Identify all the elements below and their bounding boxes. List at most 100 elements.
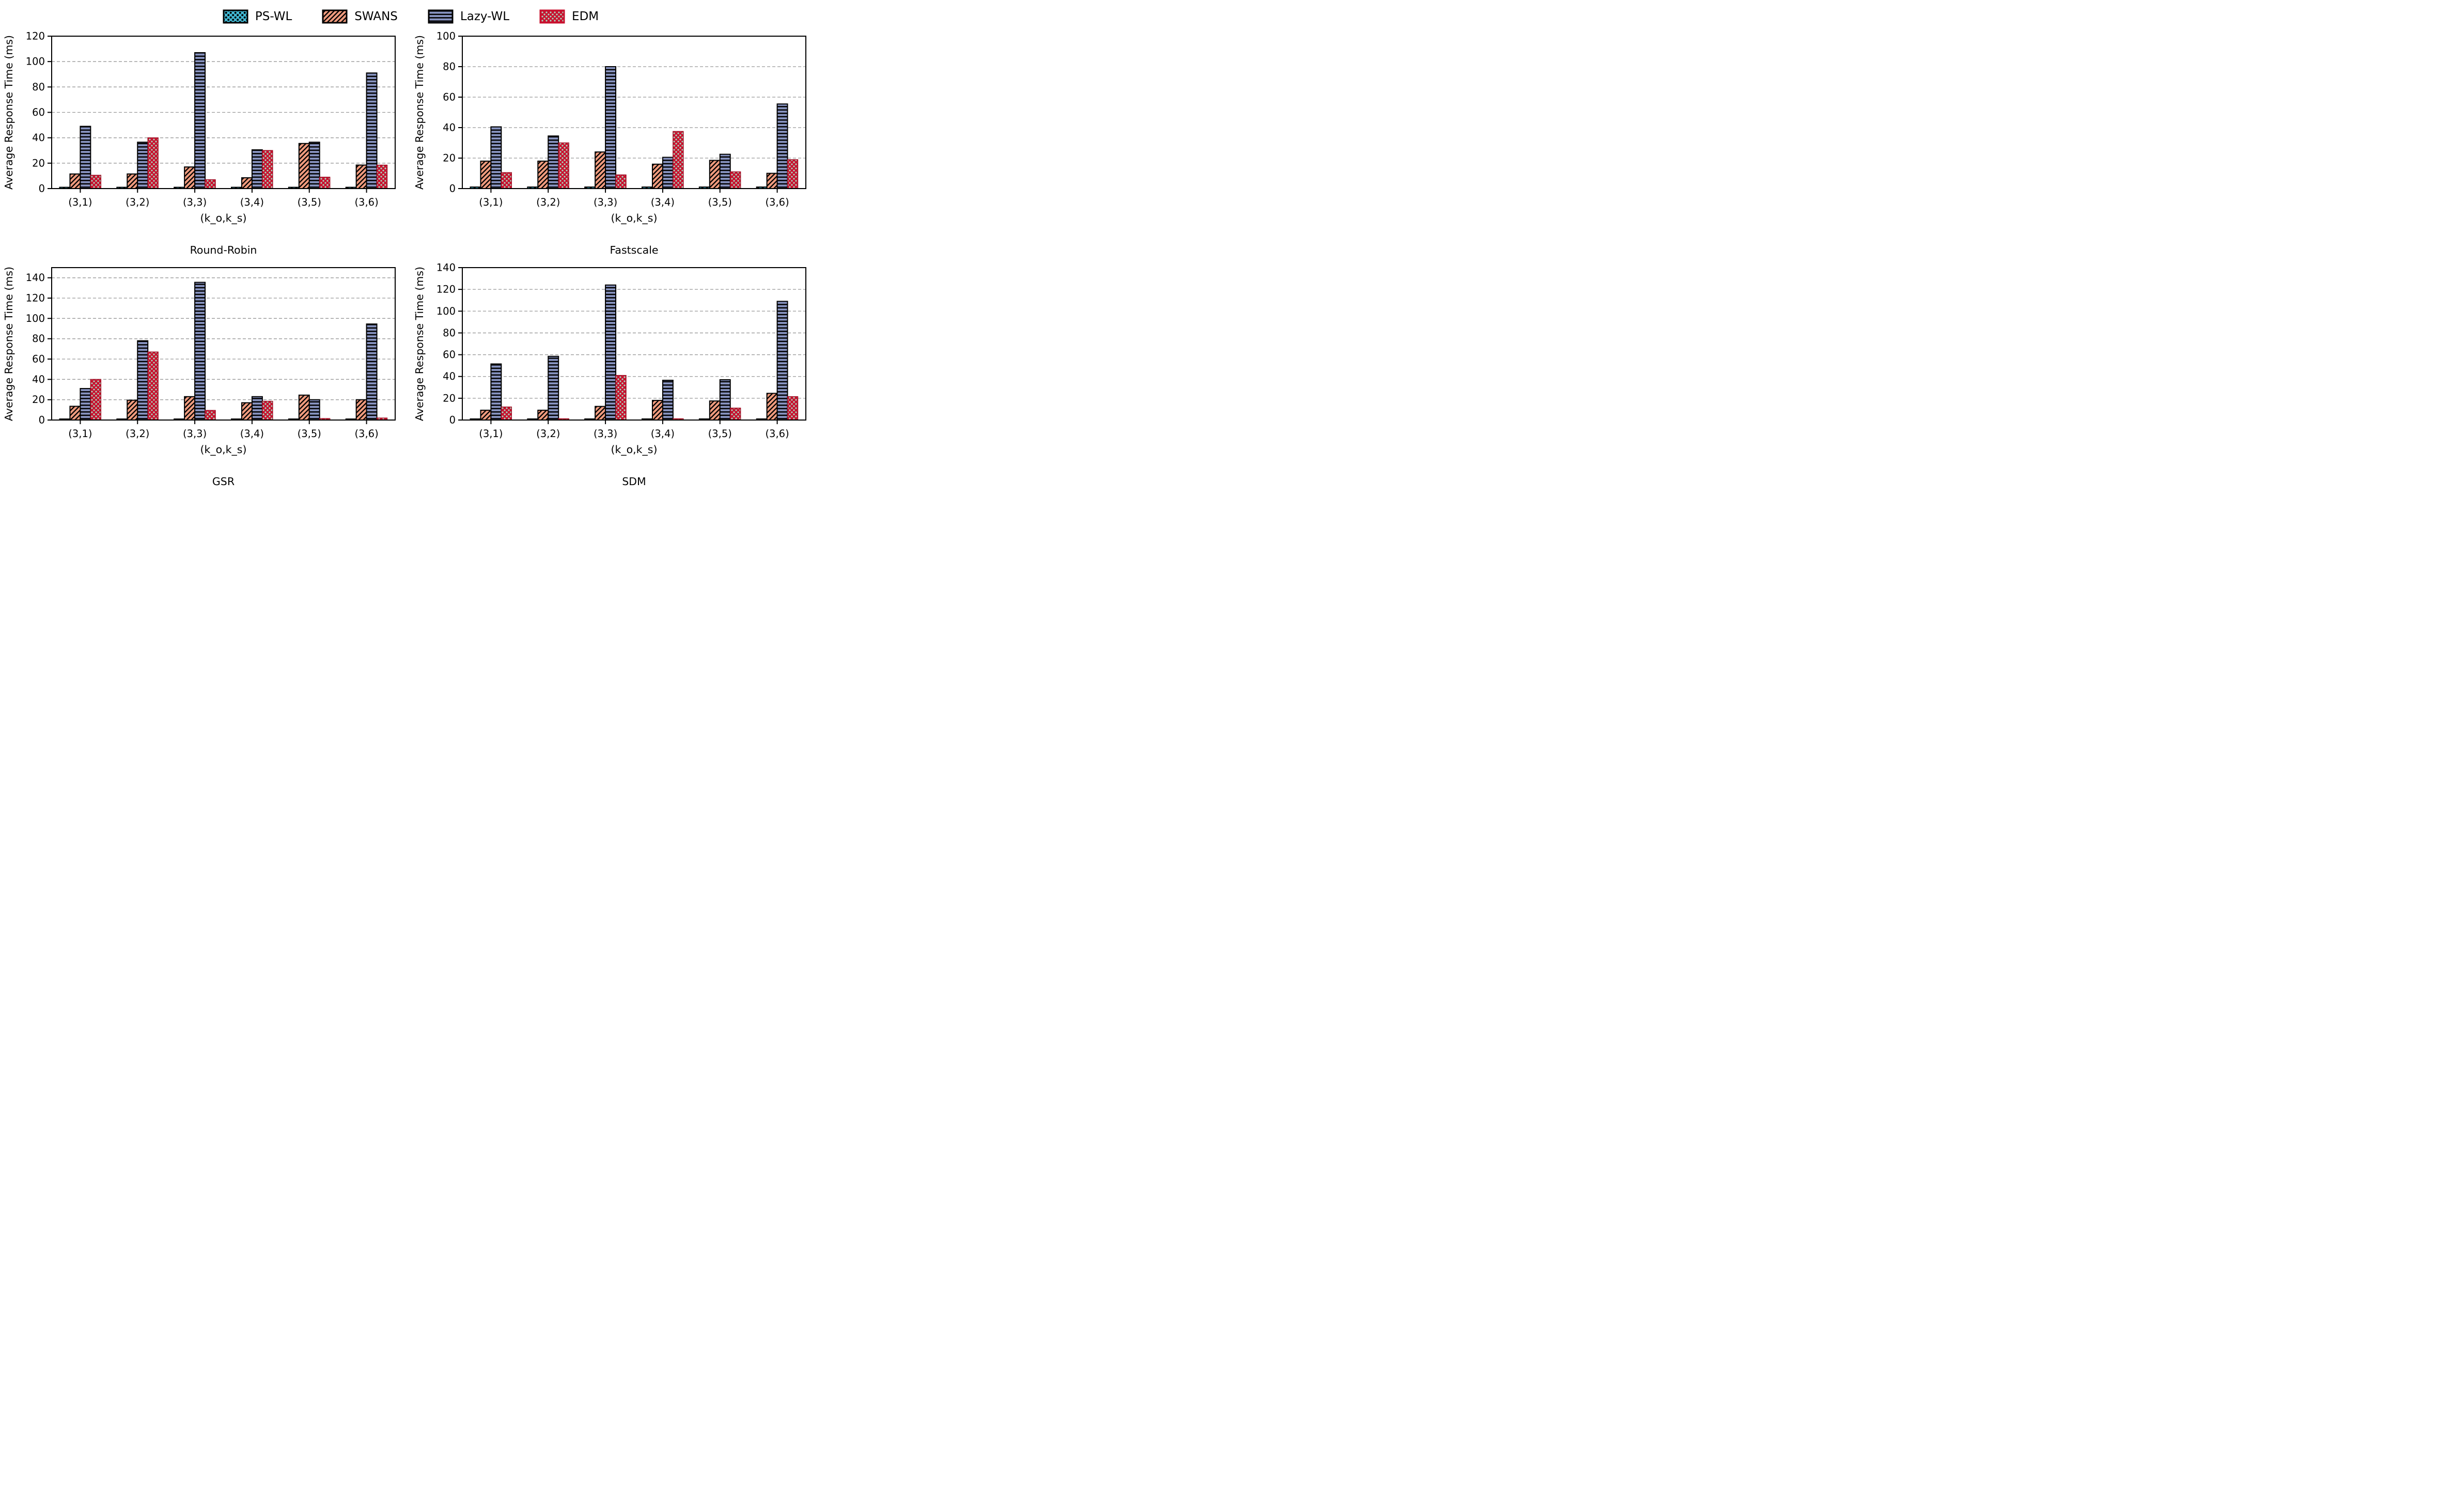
- x-axis-label: (k_o,k_s): [200, 443, 247, 456]
- axes-border: [51, 267, 396, 421]
- panel-title: Round-Robin: [190, 244, 257, 256]
- bar-lazy-wl-(3,3): [194, 282, 206, 421]
- xtick-label: (3,4): [240, 196, 264, 208]
- bar-edm-(3,6): [376, 164, 388, 189]
- legend-label: PS-WL: [255, 9, 292, 23]
- legend-swatch-crimson-mint-dots: [539, 9, 565, 24]
- bar-swans-(3,4): [651, 400, 663, 421]
- legend-swatch-bluegray-horizontal-stripes: [428, 9, 454, 24]
- bar-lazy-wl-(3,6): [366, 72, 378, 189]
- xtick-label: (3,5): [708, 196, 732, 208]
- ytick-label: 40: [443, 370, 456, 382]
- xtick-label: (3,1): [479, 196, 503, 208]
- bar-lazy-wl-(3,4): [662, 157, 674, 189]
- bar-lazy-wl-(3,6): [776, 103, 788, 189]
- ytick-label: 20: [32, 394, 45, 406]
- bar-edm-(3,2): [147, 351, 159, 421]
- chart-round-robin: 0 20 40 60 80 100 120 (3,1) (3,2) (3,3) (3,4) (3,5)…: [3, 31, 396, 256]
- ytick-label: 20: [443, 392, 456, 404]
- bar-edm-(3,3): [205, 179, 216, 189]
- bar-lazy-wl-(3,1): [490, 363, 502, 421]
- panel-title: SDM: [622, 475, 646, 488]
- xtick-label: (3,1): [68, 428, 92, 440]
- ytick-label: 40: [32, 132, 45, 144]
- legend: PS-WL SWANS Lazy-WL EDM: [0, 2, 821, 31]
- bar-edm-(3,2): [558, 142, 569, 189]
- bar-edm-(3,5): [730, 408, 741, 421]
- bar-edm-(3,4): [262, 400, 273, 421]
- bar-swans-(3,6): [355, 164, 367, 190]
- axes-border: [462, 36, 806, 189]
- chart-fastscale: 0 20 40 60 80 100 (3,1) (3,2) (3,3) (3,4) (3,5) (3,…: [413, 31, 806, 256]
- legend-swatch-salmon-diagonal-hatch: [322, 9, 348, 24]
- xtick-label: (3,5): [298, 428, 321, 440]
- panel-fastscale: 0 20 40 60 80 100 (3,1) (3,2) (3,3) (3,4) (3,5) (3,…: [411, 31, 821, 262]
- ytick-label: 80: [32, 81, 45, 93]
- bar-swans-(3,2): [537, 160, 549, 189]
- xtick-label: (3,3): [183, 428, 207, 440]
- bar-edm-(3,1): [90, 175, 102, 189]
- ytick-label: 0: [39, 183, 45, 195]
- ytick-label: 80: [32, 333, 45, 345]
- ytick-label: 60: [443, 91, 456, 103]
- bar-swans-(3,3): [184, 166, 196, 190]
- ytick-label: 100: [436, 305, 456, 317]
- ytick-label: 80: [443, 327, 456, 339]
- x-axis-label: (k_o,k_s): [611, 212, 658, 225]
- bar-lazy-wl-(3,5): [719, 379, 731, 421]
- bar-lazy-wl-(3,2): [137, 142, 149, 189]
- legend-item-lazy-wl: Lazy-WL: [428, 9, 509, 24]
- bar-lazy-wl-(3,3): [605, 66, 617, 189]
- bar-edm-(3,4): [673, 131, 684, 189]
- ytick-label: 120: [26, 31, 45, 42]
- xtick-label: (3,2): [126, 196, 149, 208]
- bar-lazy-wl-(3,5): [719, 153, 731, 189]
- ytick-label: 100: [26, 313, 45, 324]
- ytick-label: 140: [26, 272, 45, 284]
- panel-title: Fastscale: [610, 244, 658, 256]
- bar-swans-(3,2): [127, 399, 138, 421]
- ytick-label: 60: [32, 106, 45, 118]
- bar-lazy-wl-(3,2): [548, 355, 559, 421]
- ytick-label: 20: [32, 157, 45, 169]
- xtick-label: (3,2): [536, 196, 560, 208]
- panel-round-robin: 0 20 40 60 80 100 120 (3,1) (3,2) (3,3) (3,4) (3,5)…: [0, 31, 411, 262]
- bar-swans-(3,5): [709, 160, 721, 190]
- bar-edm-(3,4): [262, 150, 273, 189]
- x-axis-label: (k_o,k_s): [200, 212, 247, 225]
- ytick-label: 0: [449, 414, 456, 426]
- xtick-label: (3,5): [298, 196, 321, 208]
- bar-edm-(3,3): [615, 375, 627, 421]
- ytick-label: 120: [26, 292, 45, 304]
- xtick-label: (3,4): [240, 428, 264, 440]
- bar-edm-(3,5): [730, 171, 741, 189]
- xtick-label: (3,3): [594, 196, 617, 208]
- bar-swans-(3,3): [184, 396, 196, 421]
- legend-label: SWANS: [354, 9, 398, 23]
- bar-edm-(3,6): [787, 159, 799, 189]
- bar-swans-(3,4): [241, 402, 253, 421]
- ytick-label: 60: [443, 349, 456, 361]
- ytick-label: 40: [32, 374, 45, 385]
- panel-sdm: 0 20 40 60 80 100 120 140 (3,1) (3,2) (3,3) (3,4) (3…: [411, 262, 821, 494]
- bar-swans-(3,6): [766, 393, 778, 421]
- bar-lazy-wl-(3,4): [662, 380, 674, 421]
- bar-lazy-wl-(3,1): [490, 126, 502, 189]
- panel-grid: 0 20 40 60 80 100 120 (3,1) (3,2) (3,3) (3,4) (3,5)…: [0, 31, 821, 494]
- y-axis-label: Average Response Time (ms): [413, 267, 426, 421]
- ytick-label: 20: [443, 152, 456, 164]
- bar-swans-(3,5): [298, 394, 310, 421]
- legend-item-swans: SWANS: [322, 9, 398, 24]
- bar-edm-(3,1): [90, 379, 102, 421]
- xtick-label: (3,5): [708, 428, 732, 440]
- bar-edm-(3,1): [501, 407, 512, 421]
- bar-edm-(3,5): [319, 177, 331, 189]
- xtick-label: (3,3): [594, 428, 617, 440]
- bar-edm-(3,6): [787, 396, 799, 421]
- bar-lazy-wl-(3,2): [548, 135, 559, 190]
- bar-swans-(3,6): [355, 399, 367, 421]
- bar-lazy-wl-(3,1): [80, 388, 91, 421]
- xtick-label: (3,6): [354, 428, 378, 440]
- xtick-label: (3,4): [651, 196, 675, 208]
- ytick-label: 80: [443, 61, 456, 73]
